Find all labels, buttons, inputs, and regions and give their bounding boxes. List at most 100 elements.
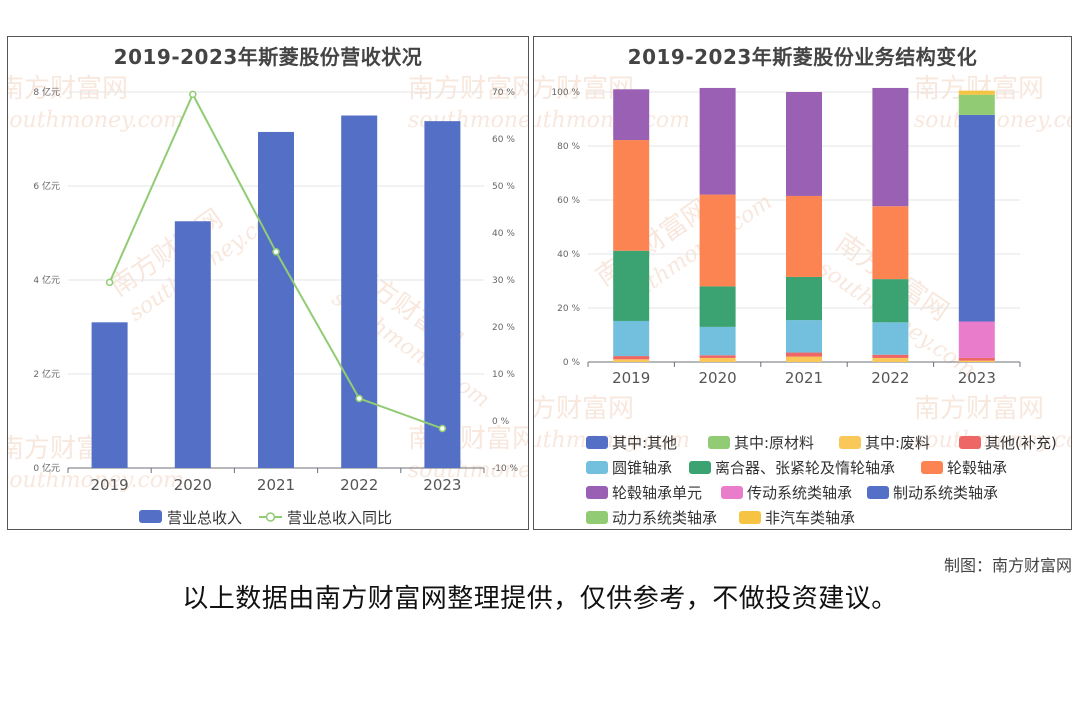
stack-segment <box>786 352 822 357</box>
chart-credit: 制图：南方财富网 <box>943 556 1072 575</box>
business-structure-chart-panel: 南方财富网southmoney.com南方财富网southmoney.com南方… <box>533 36 1072 530</box>
business-structure-chart-title: 2019-2023年斯菱股份业务结构变化 <box>627 45 978 69</box>
y-left-tick-label: 8 亿元 <box>33 86 60 98</box>
legend-swatch <box>689 461 711 474</box>
y-tick-label: 80 % <box>557 142 580 152</box>
watermark-cn: 南方财富网 <box>408 74 529 104</box>
watermark-en: southmoney.com <box>534 108 690 133</box>
legend-label-revenue: 营业总收入 <box>167 509 242 527</box>
yoy-point <box>438 424 447 433</box>
revenue-bar <box>258 131 294 468</box>
y-tick-label: 0 % <box>563 358 581 368</box>
disclaimer-text: 以上数据由南方财富网整理提供，仅供参考，不做投资建议。 <box>182 584 898 614</box>
watermark: 南方财富网 southmoney.com <box>8 74 184 133</box>
y-left-tick-label: 0 亿元 <box>33 462 60 474</box>
stack-segment <box>613 356 650 360</box>
y-right-tick-label: 30 % <box>492 276 515 286</box>
legend-swatch <box>586 511 608 524</box>
watermark-en: southmoney.com <box>914 428 1072 453</box>
stack-segment <box>958 357 995 361</box>
y-left-tick-label: 2 亿元 <box>33 368 60 380</box>
y-left-tick-label: 4 亿元 <box>33 274 60 286</box>
stack-segment <box>872 279 909 323</box>
stack-segment <box>786 195 822 277</box>
stack-segment <box>613 359 650 362</box>
x-category-label: 2021 <box>257 476 295 494</box>
stack-segment <box>872 322 909 355</box>
watermark: 南方财富网 southmoney.com <box>534 394 690 453</box>
y-tick-label: 40 % <box>557 250 580 260</box>
yoy-point <box>272 248 280 256</box>
watermark-cn: 南方财富网 <box>534 394 634 424</box>
watermark-en: southmoney.com <box>8 108 184 133</box>
stack-segment <box>958 90 995 95</box>
stack-segment <box>872 357 909 362</box>
stack-segment <box>613 89 650 141</box>
legend-swatch <box>867 486 889 499</box>
x-category-label: 2023 <box>423 476 461 494</box>
legend-label-yoy: 营业总收入同比 <box>287 509 392 527</box>
y-tick-label: 20 % <box>557 304 580 314</box>
x-category-label: 2020 <box>699 369 737 387</box>
legend-label: 非汽车类轴承 <box>765 509 855 527</box>
legend-swatch <box>586 486 608 499</box>
yoy-point <box>355 394 363 403</box>
yoy-point <box>105 278 114 287</box>
x-category-label: 2023 <box>958 369 996 387</box>
y-right-tick-label: 50 % <box>492 182 515 192</box>
stack-segment <box>958 321 995 358</box>
business-structure-chart-svg: 南方财富网southmoney.com南方财富网southmoney.com南方… <box>534 74 1072 527</box>
stack-segment <box>786 276 822 321</box>
stack-segment <box>699 357 736 362</box>
y-tick-label: 100 % <box>551 88 580 98</box>
x-category-label: 2019 <box>612 369 650 387</box>
watermark: 南方财富网 southmoney.com <box>914 394 1072 453</box>
legend-label: 圆锥轴承 <box>612 459 672 477</box>
y-right-tick-label: 40 % <box>492 229 515 239</box>
yoy-point <box>189 90 197 99</box>
stack-segment <box>786 92 822 196</box>
y-right-tick-label: 60 % <box>492 135 515 145</box>
stack-segment <box>872 354 909 358</box>
stack-segment <box>699 194 736 287</box>
x-category-label: 2020 <box>174 476 212 494</box>
y-right-tick-label: 20 % <box>492 323 515 333</box>
stack-segment <box>699 87 736 195</box>
revenue-bar <box>174 221 211 468</box>
stack-segment <box>872 87 909 207</box>
x-category-label: 2021 <box>785 369 823 387</box>
y-right-tick-label: 70 % <box>492 88 515 98</box>
stack-segment <box>699 286 736 327</box>
stack-segment <box>699 355 736 358</box>
legend-label: 其中:原材料 <box>734 434 814 452</box>
y-right-tick-label: 10 % <box>492 370 515 380</box>
stack-segment <box>958 114 995 322</box>
y-right-tick-label: -10 % <box>492 464 519 474</box>
revenue-bar <box>341 115 378 468</box>
legend-label: 动力系统类轴承 <box>612 509 717 527</box>
legend-swatch <box>839 436 861 449</box>
stack-segment <box>786 320 822 353</box>
legend-label: 其中:其他 <box>612 434 677 452</box>
legend-label: 其中:废料 <box>865 434 930 452</box>
x-category-label: 2019 <box>91 476 129 494</box>
x-category-label: 2022 <box>340 476 378 494</box>
legend-swatch <box>586 436 608 449</box>
watermark-cn: 南方财富网 <box>8 74 128 104</box>
stack-segment <box>613 250 650 321</box>
legend-swatch <box>708 436 730 449</box>
revenue-bar <box>424 121 461 468</box>
legend-swatch <box>721 486 743 499</box>
revenue-chart-title: 2019-2023年斯菱股份营收状况 <box>113 45 423 69</box>
watermark-en: southmoney.com <box>534 428 690 453</box>
stack-segment <box>786 356 822 362</box>
legend-swatch <box>586 461 608 474</box>
watermark-cn: 南方财富网 <box>914 394 1044 424</box>
stack-segment <box>872 206 909 280</box>
revenue-chart-panel: 南方财富网southmoney.com南方财富网southmoney.com南方… <box>7 36 529 530</box>
stack-segment <box>613 140 650 251</box>
y-tick-label: 60 % <box>557 196 580 206</box>
x-category-label: 2022 <box>871 369 909 387</box>
